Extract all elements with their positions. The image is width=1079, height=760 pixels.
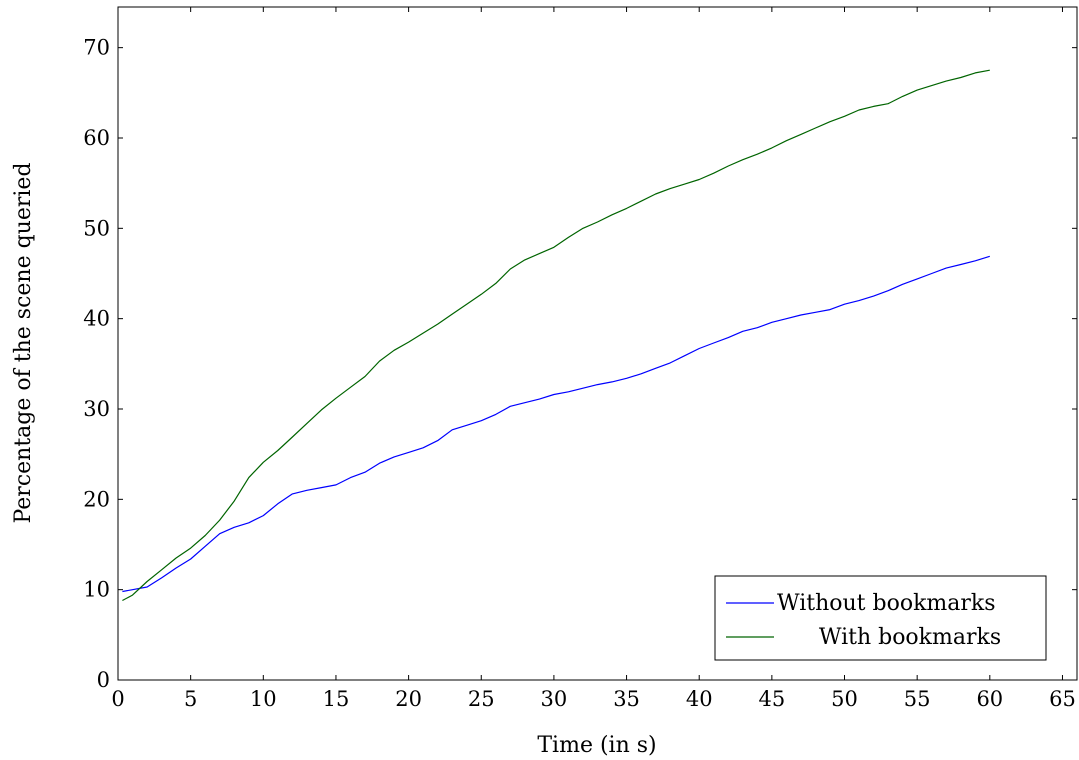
x-tick-label: 45 <box>758 687 785 711</box>
x-axis-title: Time (in s) <box>537 733 656 758</box>
x-tick-label: 0 <box>111 687 124 711</box>
y-tick-label: 10 <box>83 578 110 602</box>
x-tick-label: 50 <box>831 687 858 711</box>
x-tick-label: 35 <box>613 687 640 711</box>
y-tick-label: 30 <box>83 397 110 421</box>
y-tick-label: 70 <box>83 36 110 60</box>
series-line-without-bookmarks <box>122 255 990 593</box>
y-tick-label: 40 <box>83 307 110 331</box>
y-tick-label: 0 <box>97 668 110 692</box>
x-tick-label: 15 <box>323 687 350 711</box>
legend: Without bookmarks With bookmarks <box>714 575 1047 661</box>
x-tick-label: 65 <box>1049 687 1076 711</box>
legend-label-without-bookmarks: Without bookmarks <box>777 591 996 616</box>
x-axis-ticks: 0 5 10 15 20 25 30 35 40 45 50 55 60 65 <box>111 7 1076 711</box>
x-tick-label: 25 <box>468 687 495 711</box>
x-tick-label: 10 <box>250 687 277 711</box>
x-tick-label: 20 <box>395 687 422 711</box>
y-axis-title: Percentage of the scene queried <box>11 162 36 523</box>
y-tick-label: 60 <box>83 126 110 150</box>
y-tick-label: 50 <box>83 216 110 240</box>
legend-box <box>714 575 1047 661</box>
x-tick-label: 55 <box>904 687 931 711</box>
x-tick-label: 60 <box>976 687 1003 711</box>
series-lines <box>122 69 990 602</box>
plot-frame <box>117 6 1078 681</box>
series-line-with-bookmarks <box>122 69 990 602</box>
x-tick-label: 30 <box>541 687 568 711</box>
y-tick-label: 20 <box>83 487 110 511</box>
legend-label-with-bookmarks: With bookmarks <box>819 625 1001 650</box>
y-axis-ticks: 0 10 20 30 40 50 60 70 <box>83 36 1077 692</box>
x-tick-label: 40 <box>686 687 713 711</box>
x-tick-label: 5 <box>184 687 197 711</box>
